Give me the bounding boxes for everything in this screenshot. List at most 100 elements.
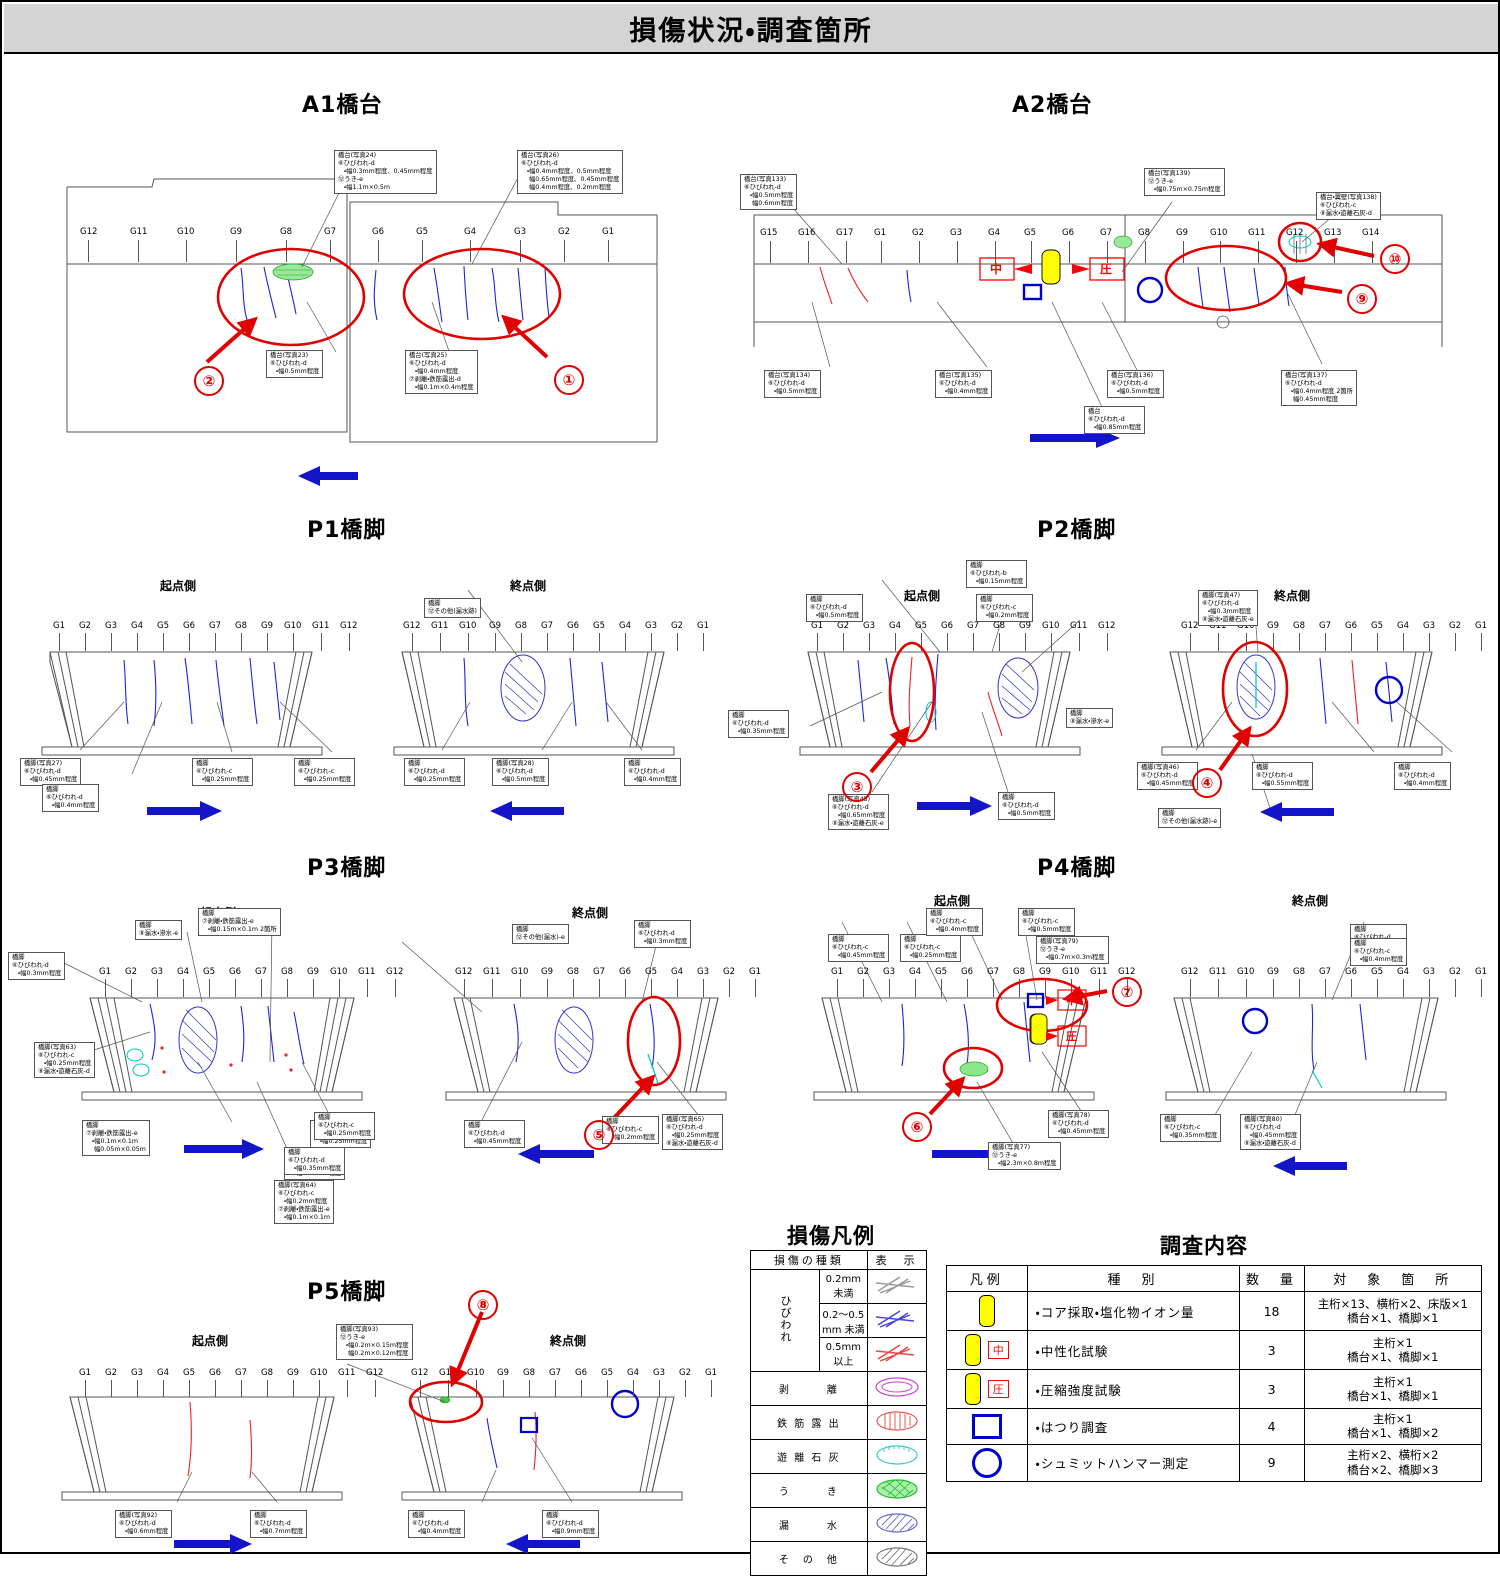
side-label-p1-end: 終点側 [510,579,547,593]
legend-crack-group-label: ひびわれ [750,1269,820,1372]
note-p3-14: 橋脚 ⑥ひびわれ-c ・幅0.25mm程度 [314,1112,376,1141]
callout-number-4: ④ [1192,768,1222,798]
note-p4-5: 橋脚(写真79) ⑫うき-e ・幅0.7m×0.3m程度 [1036,936,1109,965]
p5-start-cracks [187,1401,253,1479]
rebar-exposure-icon [876,1411,918,1431]
note-p1-7: 橋脚(写真28) ⑥ひびわれ-d ・幅0.5mm程度 [492,758,550,787]
a1-cracks [240,265,550,323]
investigation-row-schmidt: ・シュミットハンマー測定 9 主桁×2、横桁×2 橋台×2、橋脚×3 [946,1443,1483,1482]
note-p1-3: 橋脚 ⑥ひびわれ-c ・幅0.25mm程度 [192,758,254,787]
note-p2-8: 橋脚(写真47) ⑥ひびわれ-d ・幅0.3mm程度 ⑧漏水・遊離石灰-e [1198,590,1258,627]
note-a2-1: 橋台(写真133) ⑥ひびわれ-d ・幅0.5mm程度 幅0.6mm程度 [740,174,798,211]
legend-crack-range-3: 0.5mm 以上 [819,1337,868,1372]
legend-crack-symbol-2 [866,1303,927,1338]
p3-start-damage [126,1003,305,1077]
side-label-p3-end: 終点側 [572,906,609,920]
section-title-a2: A2橋台 [1012,93,1093,118]
damage-legend-title: 損傷凡例 [787,1224,875,1248]
investigation-row-compression: 圧 ・圧縮強度試験 3 主桁×1 橋台×1、橋脚×1 [946,1369,1483,1409]
red-callout-arrows [205,237,1375,1388]
side-label-p4-start: 起点側 [934,894,971,908]
legend-row-freelime: 遊 離 石 灰 [750,1439,927,1474]
note-a1-1: 橋台(写真24) ⑥ひびわれ-d ・幅0.3mm程度、0.45mm程度 ⑫うき-… [334,150,437,195]
callout-number-10: ⑩ [1380,244,1410,274]
note-p3-4: 橋脚(写真63) ⑥ひびわれ-c ・幅0.25mm程度 ⑧漏水・遊離石灰-d [34,1042,96,1079]
crack-hatch-icon [875,1344,914,1362]
note-p3-1: 橋脚 ⑧漏水・滲水-e [135,920,183,941]
red-emphasis-ellipses [216,221,1323,1424]
inv-icon-blue-square [946,1408,1028,1445]
section-title-a1: A1橋台 [302,93,383,118]
investigation-table: 凡例 種 別 数 量 対 象 箇 所 ・コア採取・塩化物イオン量 18 主桁×1… [946,1265,1483,1482]
note-a1-3: 橋台(写真23) ⑥ひびわれ-d ・幅0.5mm程度 [266,350,324,379]
p3-start-outline [81,997,363,1101]
note-a1-2: 橋台(写真26) ⑥ひびわれ-d ・幅0.4mm程度、0.5mm程度 幅0.65… [517,150,624,195]
a2-uki-marker [1113,235,1133,249]
side-label-p2-start: 起点側 [904,589,941,603]
note-p5-2: 橋脚(写真92) ⑥ひびわれ-d ・幅0.6mm程度 [115,1510,173,1539]
callout-number-7: ⑦ [1112,977,1142,1007]
p2-start-outline [799,651,1081,756]
legend-symbol-rebar [866,1405,927,1440]
inv-kind-chipping: ・はつり調査 [1026,1408,1240,1445]
legend-row-crack-3: 0.5mm 以上 [751,1337,927,1372]
side-label-p1-start: 起点側 [160,579,197,593]
note-p2-2: 橋脚 ⑥ひびわれ-c ・幅0.2mm程度 [976,594,1034,623]
note-p5-4: 橋脚 ⑥ひびわれ-d ・幅0.4mm程度 [408,1510,466,1539]
p5-end-outline [401,1396,683,1501]
note-p1-6: 橋脚 ⑥ひびわれ-d ・幅0.25mm程度 [404,758,466,787]
legend-header-symbol: 表 示 [866,1250,927,1270]
note-p2-4: 橋脚 ⑥ひびわれ-d ・幅0.35mm程度 [728,710,790,739]
note-p5-5: 橋脚 ⑥ひびわれ-d ・幅0.9mm程度 [542,1510,600,1539]
section-title-p4: P4橋脚 [1037,856,1117,881]
note-a2-6: 橋台(写真136) ⑥ひびわれ-d ・幅0.5mm程度 [1107,370,1165,399]
legend-label-peeling: 剥 離 [750,1371,868,1406]
note-p2-3: 橋脚 ⑥ひびわれ-d ・幅0.5mm程度 [806,594,864,623]
note-p2-1: 橋脚 ⑥ひびわれ-b ・幅0.15mm程度 [966,560,1028,589]
note-p4-11: 橋脚 ⑥ひびわれ-c ・幅0.35mm程度 [1160,1114,1222,1143]
note-a2-7: 橋台(写真137) ⑥ひびわれ-d ・幅0.4mm程度 2箇所 幅0.45mm程… [1281,370,1357,407]
compression-tag-icon: 圧 [987,1380,1009,1398]
p2-start-leak [997,657,1039,719]
p2-end-cracks [1319,657,1404,725]
core-cylinder-icon [964,1373,981,1405]
legend-row-crack-1: ひびわれ 0.2mm 未満 [750,1269,927,1372]
note-p2-7: 橋脚 ⑥ひびわれ-d ・幅0.5mm程度 [998,792,1056,821]
test-tag-neutral-a2: 中 [990,262,1003,276]
note-p2-12: 橋脚 ⑥ひびわれ-d ・幅0.4mm程度 [1394,762,1452,791]
section-title-p1: P1橋脚 [307,518,387,543]
callout-number-1: ① [554,365,584,395]
note-a1-4: 橋台(写真25) ⑥ひびわれ-d ・幅0.4mm程度 ⑦剥離・鉄筋露出-d ・幅… [405,350,478,395]
callout-number-6: ⑥ [902,1112,932,1142]
neutralization-tag-icon: 中 [987,1341,1009,1359]
note-p3-13: 橋脚(写真65) ⑥ひびわれ-d ・幅0.25mm程度 ⑧漏水・遊離石灰-d [662,1114,724,1151]
inv-location-schmidt: 主桁×2、横桁×2 橋台×2、橋脚×3 [1303,1443,1483,1482]
legend-row-peeling: 剥 離 [750,1371,927,1406]
p5-start-outline [61,1396,343,1501]
note-p1-8: 橋脚 ⑥ひびわれ-d ・幅0.4mm程度 [624,758,682,787]
note-p4-7: 橋脚(写真77) ⑫うき-e ・幅2.3m×0.8m程度 [988,1142,1061,1171]
callout-number-2: ② [194,366,224,396]
p1-end-outline [393,651,675,756]
p4-start-outline [813,997,1095,1101]
a2-test-markers [979,249,1164,304]
note-a2-5: 橋台(写真135) ⑥ひびわれ-d ・幅0.4mm程度 [935,370,993,399]
note-p3-3: 橋脚 ⑥ひびわれ-d ・幅0.3mm程度 [8,952,66,981]
note-a2-4: 橋台(写真134) ⑥ひびわれ-d ・幅0.5mm程度 [764,370,822,399]
note-p1-2: 橋脚 ⑥ひびわれ-d ・幅0.4mm程度 [42,784,100,813]
p4-test-markers [1026,989,1087,1047]
note-p4-6: 橋脚(写真78) ⑥ひびわれ-d ・幅0.45mm程度 [1048,1110,1110,1139]
inv-kind-neutralization: ・中性化試験 [1026,1330,1240,1370]
leakage-icon [876,1513,918,1533]
inv-icon-core-cylinder [946,1291,1028,1331]
p5-end-damage [439,1389,640,1471]
note-p3-10: 橋脚 ⑥ひびわれ-d ・幅0.3mm程度 [634,920,692,949]
inv-kind-compression: ・圧縮強度試験 [1026,1369,1240,1409]
note-p2-5: 橋脚 ⑧漏水・滲水-e [1066,708,1114,729]
note-p4-4: 橋脚 ⑥ひびわれ-c ・幅0.5mm程度 [1018,908,1076,937]
core-cylinder-icon [964,1334,981,1366]
test-tag-neutral-p4: 中 [1066,994,1077,1007]
note-p5-1: 橋脚(写真93) ⑫うき-e ・幅0.2m×0.15m程度 幅0.2m×0.12… [336,1324,413,1361]
side-label-p2-end: 終点側 [1274,589,1311,603]
note-p4-2: 橋脚 ⑥ひびわれ-c ・幅0.25mm程度 [900,934,962,963]
